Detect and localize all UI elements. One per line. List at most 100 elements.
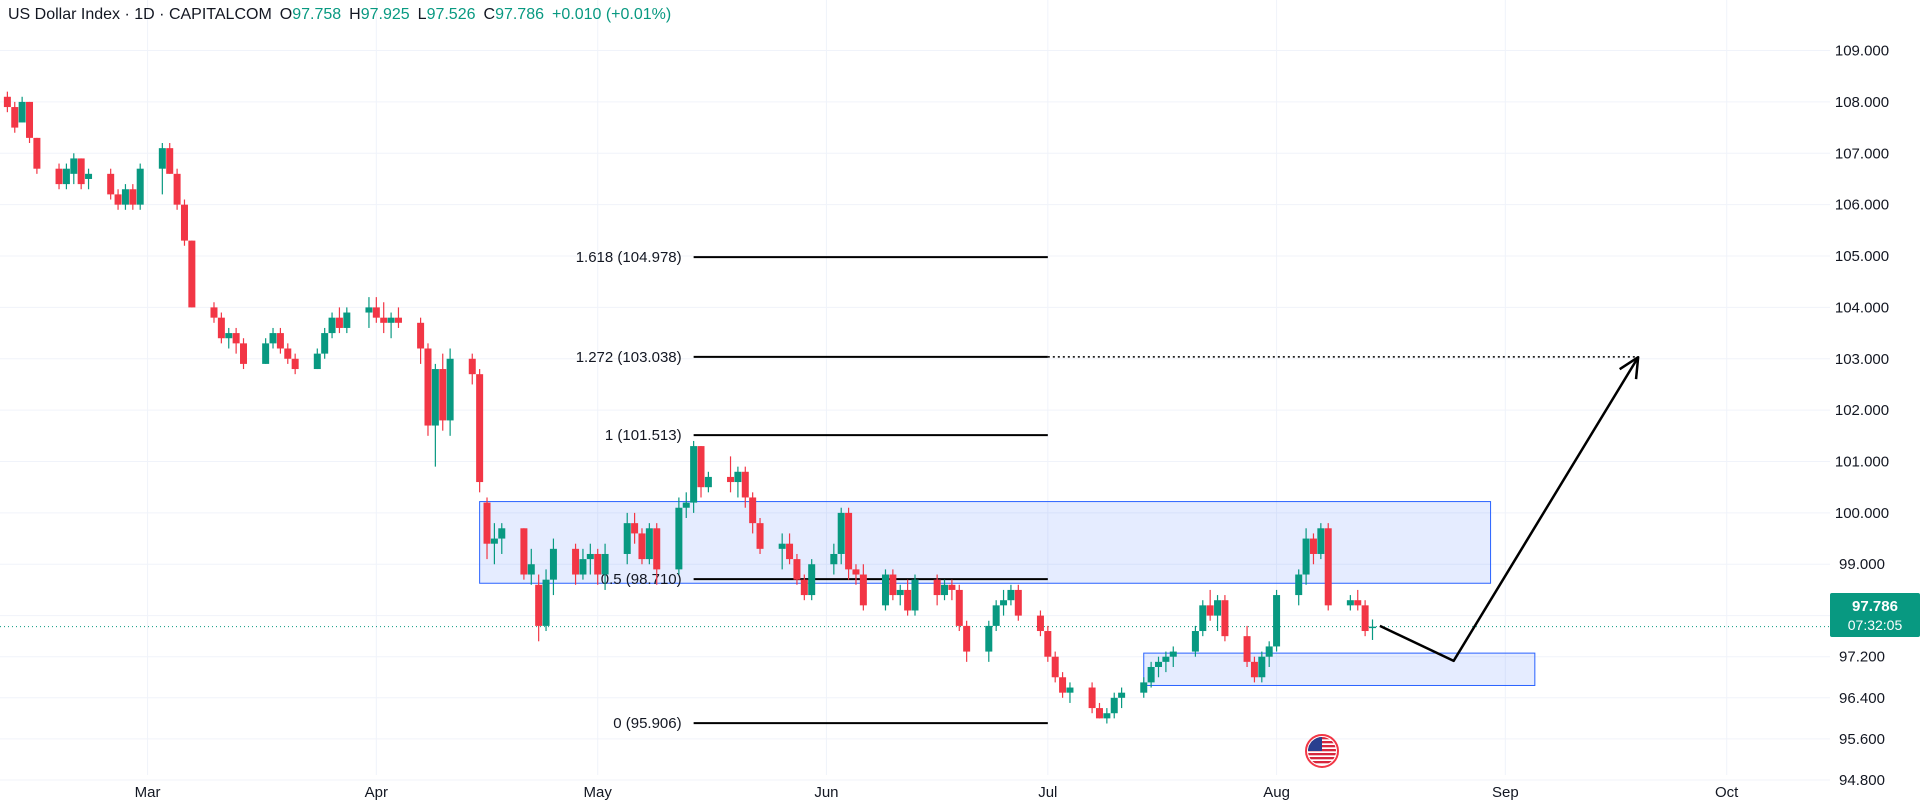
candle[interactable] (1059, 672, 1067, 698)
candle[interactable] (424, 343, 432, 436)
candle[interactable] (645, 523, 653, 565)
candle[interactable] (284, 343, 292, 364)
candle[interactable] (682, 492, 690, 519)
candle[interactable] (232, 327, 240, 354)
candle[interactable] (808, 559, 816, 601)
candle[interactable] (166, 143, 174, 174)
candle[interactable] (941, 579, 949, 601)
candle[interactable] (173, 168, 181, 210)
candle[interactable] (727, 456, 735, 493)
candle[interactable] (417, 317, 425, 364)
candle[interactable] (800, 574, 808, 601)
candle[interactable] (601, 543, 609, 590)
candle[interactable] (955, 584, 963, 632)
candle[interactable] (188, 240, 196, 308)
candle[interactable] (653, 523, 661, 585)
candle[interactable] (1140, 677, 1148, 698)
candle[interactable] (734, 466, 742, 498)
candle[interactable] (948, 579, 956, 601)
candle[interactable] (1206, 589, 1214, 621)
candle[interactable] (1036, 610, 1044, 637)
candle[interactable] (756, 518, 764, 554)
candle[interactable] (1147, 661, 1155, 688)
candle[interactable] (542, 569, 550, 632)
candle[interactable] (446, 348, 454, 436)
candle[interactable] (1110, 692, 1118, 719)
candle[interactable] (904, 579, 912, 616)
candle[interactable] (372, 297, 380, 323)
candle[interactable] (1162, 651, 1170, 673)
candle[interactable] (1000, 589, 1008, 616)
candle[interactable] (1155, 656, 1163, 678)
candle[interactable] (1066, 682, 1074, 703)
candle[interactable] (55, 163, 63, 190)
candle[interactable] (114, 189, 122, 210)
candle[interactable] (1273, 589, 1281, 652)
candle[interactable] (158, 143, 166, 195)
candle[interactable] (845, 507, 853, 580)
candle[interactable] (985, 620, 993, 662)
candle[interactable] (1044, 625, 1052, 662)
candle[interactable] (520, 528, 528, 580)
candle[interactable] (786, 533, 794, 565)
candle[interactable] (830, 543, 838, 575)
candle[interactable] (18, 96, 26, 123)
candle[interactable] (1199, 600, 1207, 637)
candle[interactable] (121, 184, 129, 210)
candle[interactable] (1169, 646, 1177, 667)
candle[interactable] (579, 548, 587, 580)
candle[interactable] (1354, 589, 1362, 611)
candle[interactable] (549, 538, 557, 596)
candle[interactable] (439, 353, 447, 431)
candle[interactable] (431, 363, 439, 467)
candle[interactable] (1214, 595, 1222, 632)
candle[interactable] (3, 91, 11, 113)
candle[interactable] (889, 569, 897, 601)
candle[interactable] (468, 353, 476, 385)
candle[interactable] (896, 584, 904, 606)
candle[interactable] (881, 569, 889, 611)
candle[interactable] (778, 533, 786, 570)
candle[interactable] (1243, 625, 1251, 667)
candle[interactable] (490, 523, 498, 565)
candle[interactable] (33, 137, 41, 174)
candle[interactable] (62, 163, 70, 190)
candle[interactable] (217, 312, 225, 344)
candle[interactable] (1369, 619, 1376, 640)
candle[interactable] (1265, 641, 1273, 667)
candle[interactable] (85, 168, 93, 190)
candle[interactable] (180, 199, 188, 246)
candle[interactable] (1346, 595, 1354, 611)
candle[interactable] (26, 101, 34, 144)
candle[interactable] (225, 327, 233, 349)
candle[interactable] (498, 523, 506, 554)
candle[interactable] (1118, 687, 1126, 709)
candle[interactable] (483, 497, 491, 560)
candle[interactable] (136, 163, 144, 210)
us-flag-icon[interactable] (1305, 734, 1339, 768)
candle[interactable] (328, 312, 336, 339)
candle[interactable] (933, 574, 941, 606)
candle[interactable] (638, 528, 646, 565)
candle[interactable] (365, 297, 373, 328)
candle[interactable] (387, 312, 395, 339)
candle[interactable] (1361, 600, 1369, 637)
candle[interactable] (911, 574, 919, 616)
candle[interactable] (394, 307, 402, 328)
candle[interactable] (1302, 528, 1310, 585)
candle[interactable] (675, 497, 683, 575)
candle[interactable] (1324, 523, 1332, 611)
candle[interactable] (535, 574, 543, 642)
candle[interactable] (852, 564, 860, 585)
candle[interactable] (793, 553, 801, 585)
candle[interactable] (11, 101, 19, 133)
candle[interactable] (262, 338, 270, 364)
candle[interactable] (335, 307, 343, 334)
candle[interactable] (1095, 702, 1103, 719)
candle[interactable] (1103, 708, 1111, 724)
candle[interactable] (77, 158, 85, 190)
candle[interactable] (594, 548, 602, 585)
candle[interactable] (1250, 656, 1258, 683)
